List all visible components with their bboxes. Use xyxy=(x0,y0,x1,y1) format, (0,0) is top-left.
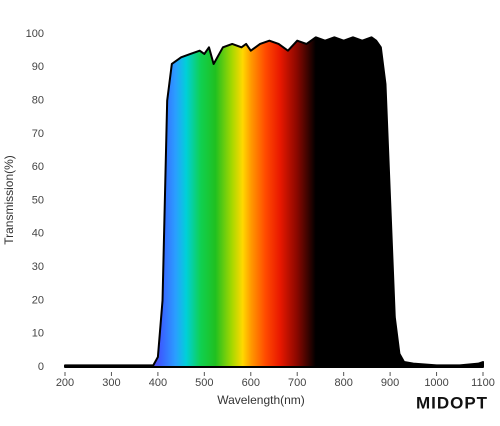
y-tick-label: 20 xyxy=(32,294,44,306)
y-tick-label: 30 xyxy=(32,261,44,273)
x-tick-label: 700 xyxy=(288,377,306,389)
logo: MIDOPT xyxy=(416,393,488,412)
y-tick-label: 0 xyxy=(38,361,44,373)
y-tick-label: 90 xyxy=(32,61,44,73)
x-tick-label: 400 xyxy=(149,377,167,389)
x-tick-label: 1000 xyxy=(424,377,448,389)
x-tick-label: 300 xyxy=(102,377,120,389)
x-tick-label: 600 xyxy=(242,377,260,389)
y-tick-label: 80 xyxy=(32,95,44,107)
x-tick-label: 1100 xyxy=(471,377,495,389)
x-tick-label: 800 xyxy=(334,377,352,389)
x-axis-label: Wavelength(nm) xyxy=(217,393,305,407)
y-tick-label: 70 xyxy=(32,128,44,140)
y-tick-label: 50 xyxy=(32,194,44,206)
y-tick-label: 40 xyxy=(32,228,44,240)
x-tick-label: 200 xyxy=(56,377,74,389)
x-tick-label: 500 xyxy=(195,377,213,389)
y-tick-label: 60 xyxy=(32,161,44,173)
x-tick-label: 900 xyxy=(381,377,399,389)
transmission-area xyxy=(64,36,484,368)
y-tick-label: 10 xyxy=(32,328,44,340)
y-tick-label: 100 xyxy=(26,28,44,40)
y-axis-label: Transmission(%) xyxy=(2,155,16,245)
